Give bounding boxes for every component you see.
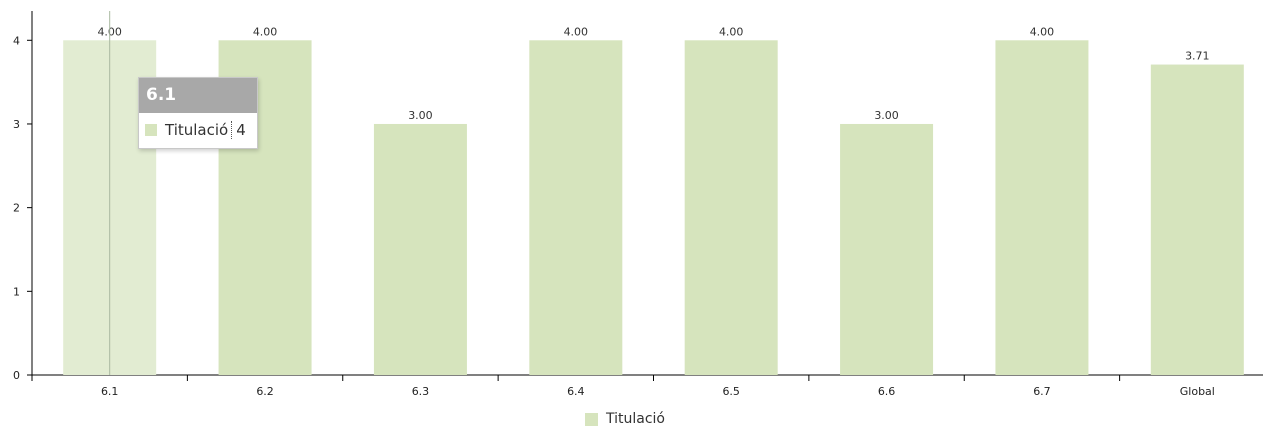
- tooltip-row: Titulació 4: [139, 113, 257, 147]
- bar[interactable]: [684, 40, 778, 376]
- data-label: 3.00: [408, 109, 433, 122]
- y-tick-label: 1: [13, 285, 20, 298]
- x-tick-label: Global: [1180, 385, 1215, 398]
- bar[interactable]: [529, 40, 623, 376]
- y-tick-label: 4: [13, 34, 20, 47]
- bar-chart: 0 1 2 3 4 4.00 6.1 4.00 6.2 3.00 6.3 4.00 6.4 4.00 6.5…: [13, 11, 1263, 398]
- bar[interactable]: [373, 123, 467, 375]
- legend-label: Titulació: [606, 411, 665, 427]
- x-tick-label: 6.3: [412, 385, 430, 398]
- x-tick-label: 6.7: [1033, 385, 1051, 398]
- x-tick-label: 6.5: [722, 385, 740, 398]
- tooltip-value: 4: [236, 121, 246, 139]
- data-label: 3.00: [874, 109, 899, 122]
- tooltip-title: 6.1: [139, 78, 257, 113]
- data-label: 4.00: [1030, 25, 1055, 38]
- bar[interactable]: [840, 123, 934, 375]
- x-tick-label: 6.6: [878, 385, 896, 398]
- tooltip-series-name: Titulació: [165, 121, 233, 139]
- bar[interactable]: [1150, 64, 1244, 376]
- y-tick-label: 3: [13, 118, 20, 131]
- bar[interactable]: [995, 40, 1089, 376]
- x-tick-label: 6.2: [256, 385, 274, 398]
- x-tick-label: 6.1: [101, 385, 119, 398]
- tooltip-swatch: [145, 124, 157, 136]
- data-label: 4.00: [719, 25, 744, 38]
- data-label: 4.00: [564, 25, 589, 38]
- plot-area: 0 1 2 3 4 4.00 6.1 4.00 6.2 3.00 6.3 4.00 6.4 4.00 6.5…: [13, 11, 1263, 398]
- y-tick-label: 2: [13, 202, 20, 215]
- data-label: 3.71: [1185, 50, 1210, 63]
- tooltip: 6.1 Titulació 4: [138, 77, 258, 149]
- x-tick-label: 6.4: [567, 385, 585, 398]
- data-label: 4.00: [253, 25, 278, 38]
- legend-swatch: [585, 412, 598, 426]
- legend[interactable]: Titulació: [585, 410, 665, 428]
- y-tick-label: 0: [13, 369, 20, 382]
